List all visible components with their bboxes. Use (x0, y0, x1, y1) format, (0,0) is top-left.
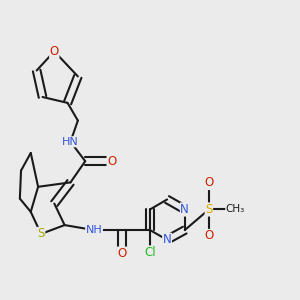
Text: Cl: Cl (144, 246, 156, 259)
Text: O: O (117, 247, 127, 260)
Text: O: O (204, 230, 214, 242)
Text: O: O (204, 176, 214, 190)
Text: O: O (50, 45, 59, 58)
Text: NH: NH (86, 225, 102, 235)
Text: S: S (38, 227, 45, 240)
Text: S: S (205, 203, 213, 216)
Text: CH₃: CH₃ (226, 205, 245, 214)
Text: N: N (180, 203, 189, 216)
Text: HN: HN (62, 137, 79, 147)
Text: N: N (163, 233, 172, 246)
Text: O: O (107, 155, 116, 168)
